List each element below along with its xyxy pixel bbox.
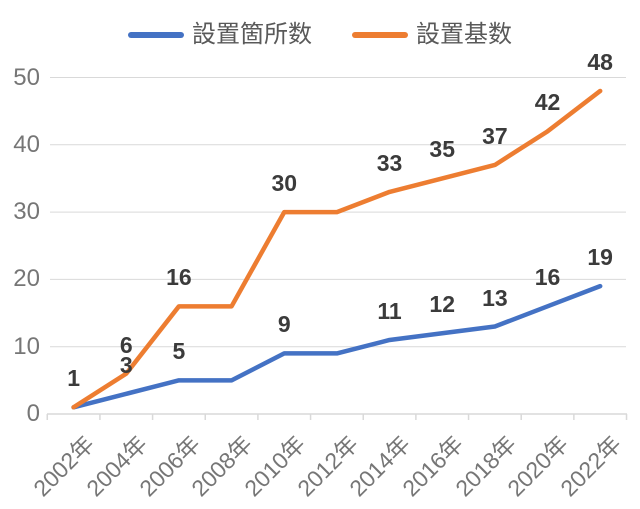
data-label-設置箇所数: 12 <box>429 291 456 318</box>
data-label-設置箇所数: 5 <box>172 338 186 365</box>
legend-line-swatch <box>352 32 408 38</box>
y-axis-label: 0 <box>26 400 40 427</box>
data-label-設置箇所数: 3 <box>119 351 133 378</box>
data-label-設置基数: 6 <box>119 331 133 358</box>
series-line-設置基数 <box>71 88 603 410</box>
data-label-設置基数: 1 <box>67 365 80 392</box>
y-axis-label: 50 <box>13 63 40 91</box>
legend-label: 設置箇所数 <box>192 21 312 48</box>
data-label-設置基数: 42 <box>534 89 561 116</box>
data-label-設置箇所数: 11 <box>377 297 402 324</box>
legend-item: 設置箇所数 <box>128 23 312 47</box>
legend-line-swatch <box>128 32 184 38</box>
y-axis-label: 30 <box>13 198 40 226</box>
legend-label: 設置基数 <box>416 21 512 48</box>
data-label-設置箇所数: 19 <box>587 244 613 271</box>
data-label-設置箇所数: 13 <box>482 284 508 311</box>
y-axis-label: 10 <box>13 332 40 360</box>
data-label-設置基数: 16 <box>166 264 192 291</box>
data-label-設置基数: 48 <box>587 48 613 75</box>
data-label-設置基数: 35 <box>429 136 456 163</box>
data-label-設置基数: 37 <box>482 122 508 149</box>
data-label-設置箇所数: 9 <box>277 311 291 338</box>
chart-legend: 設置箇所数 設置基数 <box>0 21 640 49</box>
y-axis-label: 20 <box>13 265 40 293</box>
series-line-設置箇所数 <box>71 283 603 410</box>
data-label-設置基数: 30 <box>271 170 298 197</box>
data-label-設置基数: 33 <box>376 149 403 176</box>
legend-item: 設置基数 <box>352 23 512 47</box>
data-label-設置箇所数: 16 <box>534 264 561 291</box>
y-axis-label: 40 <box>13 130 40 158</box>
